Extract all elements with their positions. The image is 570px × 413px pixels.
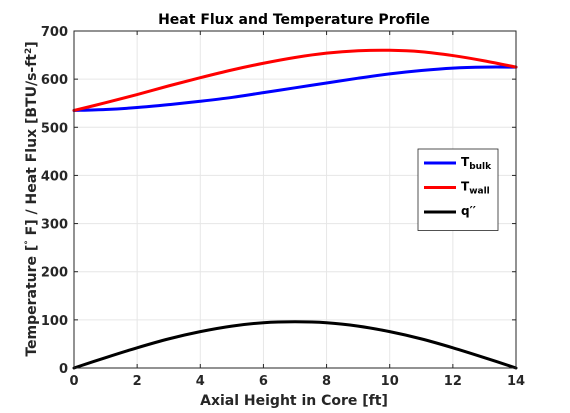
degree-symbol: ° (24, 240, 34, 245)
x-tick-label: 8 (322, 374, 331, 389)
y-tick-label: 500 (41, 121, 68, 136)
series-line-t-bulk (72, 65, 518, 112)
y-axis-label-sup: 2 (24, 48, 34, 54)
y-tick-label: 0 (59, 362, 68, 377)
legend-label: Twall (461, 180, 490, 197)
x-tick-label: 12 (444, 374, 462, 389)
y-axis-label-part3: ] (24, 41, 40, 47)
legend-label-main: T (461, 180, 470, 194)
ticks: 0 2 4 6 8 10 12 14 0 100 200 300 400 500 600 700 (41, 25, 525, 389)
series-lines (72, 48, 518, 370)
x-tick-label: 4 (196, 374, 205, 389)
y-tick-label: 400 (41, 169, 68, 184)
legend-label-sub: wall (469, 187, 490, 197)
y-tick-label: 700 (41, 25, 68, 40)
y-tick-label: 300 (41, 218, 68, 233)
x-tick-label: 10 (381, 374, 399, 389)
axes-box (73, 30, 517, 369)
x-tick-label: 6 (259, 374, 268, 389)
x-tick-label: 14 (507, 374, 525, 389)
y-axis-label-part1: Temperature [ (24, 245, 40, 357)
x-tick-label: 0 (69, 374, 78, 389)
chart-title: Heat Flux and Temperature Profile (158, 12, 430, 28)
legend-label-main: T (461, 155, 470, 169)
x-tick-label: 2 (133, 374, 142, 389)
y-tick-label: 600 (41, 73, 68, 88)
legend-label: q′′ (461, 204, 476, 218)
legend-label-sub: bulk (469, 162, 492, 172)
y-axis-label-part2: F] / Heat Flux [BTU/s-ft (24, 54, 40, 240)
legend-label: Tbulk (461, 155, 492, 172)
y-tick-label: 100 (41, 314, 68, 329)
y-tick-label: 200 (41, 266, 68, 281)
x-axis-label: Axial Height in Core [ft] (200, 393, 388, 409)
y-axis-label: Temperature [° F] / Heat Flux [BTU/s-ft2… (24, 41, 40, 356)
series-line-t-wall (72, 48, 518, 112)
legend-label-main: q′′ (461, 204, 476, 218)
series-line-heat-flux (72, 320, 518, 370)
